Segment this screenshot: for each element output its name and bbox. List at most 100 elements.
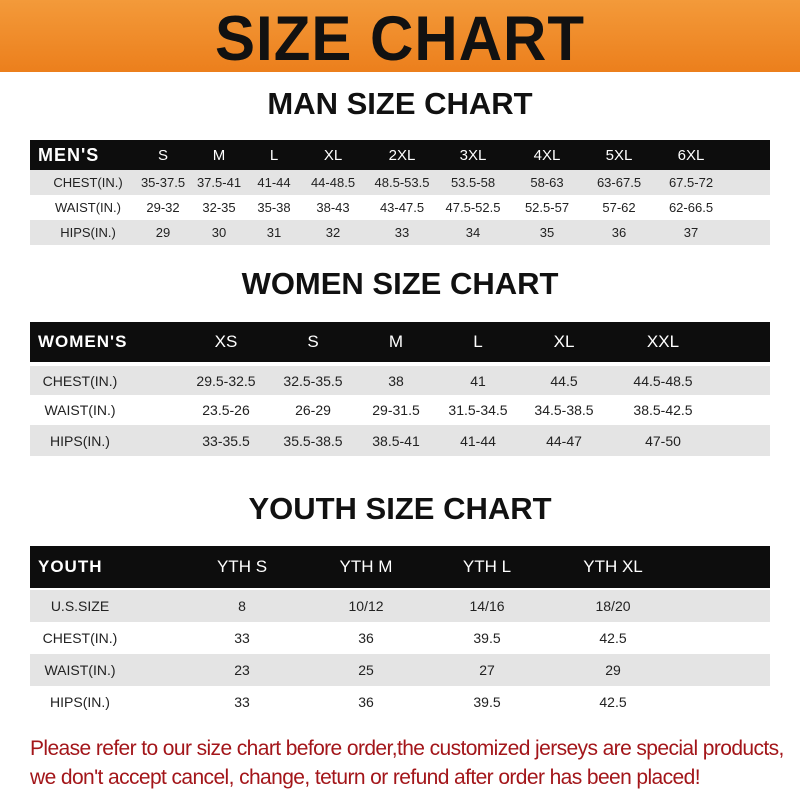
size-header: 6XL (677, 146, 705, 164)
note-line-1: Please refer to our size chart before or… (30, 737, 784, 760)
table-row: CHEST(IN.) 33 36 39.5 42.5 (30, 622, 770, 654)
table-row: WAIST(IN.) 23 25 27 29 (30, 654, 770, 686)
size-header: 3XL (459, 146, 487, 164)
table-row: HIPS(IN.) 33 36 39.5 42.5 (30, 686, 770, 718)
table-cell: 37 (683, 225, 699, 240)
row-label: WAIST(IN.) (44, 662, 116, 678)
table-cell: 58-63 (530, 175, 564, 190)
table-cell: 34 (465, 225, 481, 240)
table-cell: 47-50 (645, 432, 681, 449)
table-cell: 47.5-52.5 (445, 200, 501, 215)
table-cell: 29 (605, 662, 621, 678)
size-header: XS (214, 332, 238, 351)
table-row: WAIST(IN.) 29-32 32-35 35-38 38-43 43-47.5 47.… (30, 195, 770, 220)
table-cell: 42.5 (599, 694, 627, 710)
table-cell: 35.5-38.5 (283, 432, 343, 449)
size-header: M (388, 332, 404, 351)
table-cell: 44-48.5 (310, 175, 356, 190)
table-cell: 32 (325, 225, 341, 240)
table-cell: 27 (479, 662, 495, 678)
banner-title: SIZE CHART (215, 3, 585, 74)
table-cell: 38 (388, 372, 404, 389)
youth-title: YOUTH SIZE CHART (248, 491, 552, 526)
table-cell: 34.5-38.5 (534, 402, 594, 418)
table-cell: 37.5-41 (196, 175, 242, 190)
table-cell: 29 (155, 225, 171, 240)
header-row: YOUTH YTH S YTH M YTH L YTH XL (30, 546, 770, 588)
table-cell: 33-35.5 (202, 432, 250, 449)
row-label: HIPS(IN.) (50, 694, 110, 710)
table-cell: 43-47.5 (379, 200, 425, 215)
row-label: WAIST(IN.) (55, 200, 121, 215)
table-cell: 35-38 (257, 200, 291, 215)
table-cell: 41 (470, 372, 486, 389)
table-cell: 31.5-34.5 (448, 402, 508, 418)
size-header: M (212, 146, 226, 164)
table-cell: 38-43 (316, 200, 350, 215)
table-cell: 29-32 (146, 200, 180, 215)
table-cell: 62-66.5 (668, 200, 714, 215)
table-cell: 67.5-72 (668, 175, 714, 190)
header-row: WOMEN'S XS S M L XL XXL (30, 322, 770, 362)
size-header: XXL (646, 332, 680, 351)
size-header: L (269, 146, 279, 164)
size-header: 4XL (533, 146, 561, 164)
table-cell: 8 (238, 598, 246, 614)
size-header: 5XL (605, 146, 633, 164)
men-title: MAN SIZE CHART (267, 86, 533, 121)
table-cell: 39.5 (473, 694, 501, 710)
row-label: WAIST(IN.) (44, 402, 116, 418)
table-cell: 29-31.5 (372, 402, 420, 418)
table-cell: 33 (234, 694, 250, 710)
size-header: YTH XL (583, 557, 643, 576)
table-cell: 32.5-35.5 (283, 372, 343, 389)
size-header: YTH S (216, 557, 268, 576)
table-cell: 33 (394, 225, 410, 240)
table-cell: 23 (234, 662, 250, 678)
table-cell: 52.5-57 (524, 200, 570, 215)
table-cell: 32-35 (202, 200, 236, 215)
table-cell: 41-44 (257, 175, 291, 190)
table-row: HIPS(IN.) 29 30 31 32 33 34 35 36 37 (30, 220, 770, 245)
header-row: MEN'S S M L XL 2XL 3XL 4XL 5XL 6XL (30, 140, 770, 170)
row-label: CHEST(IN.) (53, 175, 123, 190)
table-cell: 38.5-42.5 (633, 402, 693, 418)
table-cell: 44-47 (546, 432, 582, 449)
size-header: L (473, 332, 483, 351)
size-header: S (157, 146, 169, 164)
row-label: CHEST(IN.) (42, 372, 118, 389)
table-cell: 48.5-53.5 (374, 175, 430, 190)
table-cell: 63-67.5 (596, 175, 642, 190)
table-cell: 42.5 (599, 630, 627, 646)
table-cell: 33 (234, 630, 250, 646)
table-cell: 30 (211, 225, 227, 240)
row-label: U.S.SIZE (50, 598, 110, 614)
table-row: WAIST(IN.) 23.5-26 26-29 29-31.5 31.5-34.5 34… (30, 395, 770, 425)
size-header: XL (323, 146, 343, 164)
banner: SIZE CHART (0, 0, 800, 74)
table-cell: 29.5-32.5 (196, 372, 256, 389)
table-cell: 38.5-41 (372, 432, 420, 449)
table-cell: 57-62 (602, 200, 636, 215)
row-label: HIPS(IN.) (60, 225, 116, 240)
women-title: WOMEN SIZE CHART (241, 266, 559, 301)
table-cell: 44.5 (550, 372, 578, 389)
note-line-2: we don't accept cancel, change, teturn o… (30, 766, 701, 789)
table-cell: 53.5-58 (450, 175, 496, 190)
size-header: XL (553, 332, 575, 351)
table-cell: 36 (358, 630, 374, 646)
table-cell: 26-29 (295, 402, 331, 418)
table-row: U.S.SIZE 8 10/12 14/16 18/20 (30, 590, 770, 622)
table-cell: 25 (358, 662, 374, 678)
table-cell: 10/12 (348, 598, 384, 614)
table-row: CHEST(IN.) 35-37.5 37.5-41 41-44 44-48.5 48.5… (30, 170, 770, 195)
table-cell: 36 (358, 694, 374, 710)
table-header-label: WOMEN'S (38, 332, 128, 351)
table-row: CHEST(IN.) 29.5-32.5 32.5-35.5 38 41 44.5 44.5… (30, 366, 770, 395)
size-header: 2XL (388, 146, 416, 164)
size-header: YTH L (462, 557, 512, 576)
table-cell: 44.5-48.5 (633, 372, 693, 389)
size-header: S (307, 332, 319, 351)
row-label: CHEST(IN.) (42, 630, 118, 646)
table-header-label: YOUTH (38, 557, 103, 576)
